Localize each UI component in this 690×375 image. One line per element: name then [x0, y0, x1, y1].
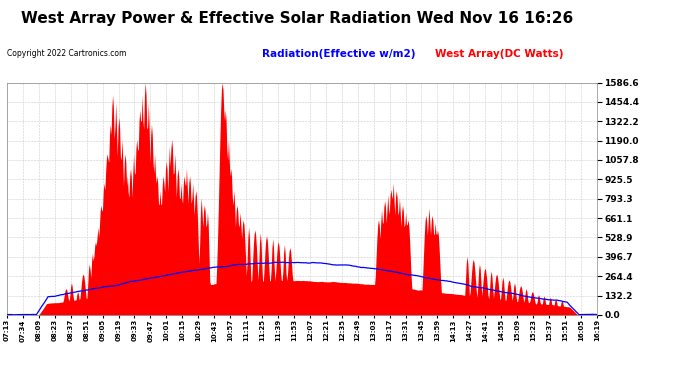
- Text: West Array(DC Watts): West Array(DC Watts): [435, 49, 563, 59]
- Text: West Array Power & Effective Solar Radiation Wed Nov 16 16:26: West Array Power & Effective Solar Radia…: [21, 11, 573, 26]
- Text: Radiation(Effective w/m2): Radiation(Effective w/m2): [262, 49, 415, 59]
- Text: Copyright 2022 Cartronics.com: Copyright 2022 Cartronics.com: [7, 49, 126, 58]
